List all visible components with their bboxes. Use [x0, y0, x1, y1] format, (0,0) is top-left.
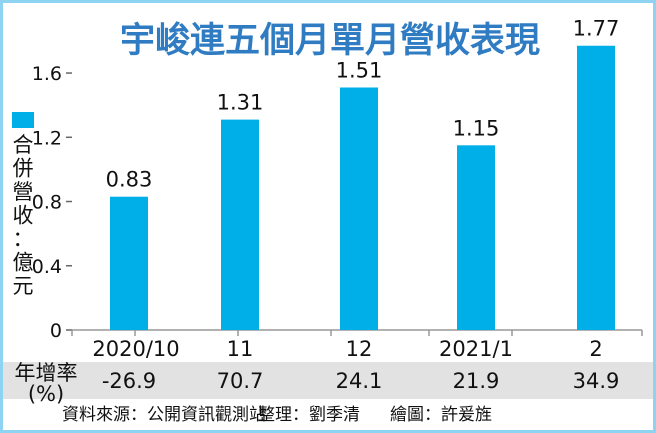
y-tick-label: 0: [50, 320, 62, 342]
y-axis-label-char: 元: [13, 274, 34, 298]
chart-title: 宇峻連五個月單月營收表現: [120, 21, 540, 61]
growth-band: [3, 362, 653, 399]
growth-value: 21.9: [453, 369, 500, 393]
bar: [457, 145, 495, 330]
x-category-label: 12: [346, 337, 373, 361]
growth-label-line2: (%): [28, 382, 64, 406]
bar-value-label: 1.77: [573, 17, 620, 41]
bar: [110, 196, 148, 330]
bar-value-label: 1.15: [453, 116, 500, 140]
growth-value: 24.1: [336, 369, 383, 393]
bar-value-label: 1.51: [336, 58, 383, 82]
bar: [340, 87, 378, 330]
x-category-label: 11: [227, 337, 254, 361]
x-category-label: 2: [589, 337, 602, 361]
growth-value: 70.7: [217, 369, 264, 393]
y-tick-label: 1.2: [32, 127, 62, 149]
y-axis-label-char: 收: [13, 204, 34, 228]
legend-swatch: [12, 112, 34, 128]
y-tick-label: 0.4: [32, 256, 62, 278]
x-category-label: 2020/10: [92, 337, 179, 361]
growth-value: 34.9: [573, 369, 620, 393]
footer-artist: 繪圖：許爰旌: [390, 405, 492, 425]
growth-value: -26.9: [102, 369, 156, 393]
footer-editor: 整理：劉季清: [258, 405, 360, 425]
bar-value-label: 1.31: [217, 91, 264, 115]
bar: [577, 45, 615, 330]
bar-value-label: 0.83: [106, 168, 153, 192]
y-tick-label: 1.6: [32, 63, 62, 85]
y-tick-label: 0.8: [32, 192, 62, 214]
growth-label-line1: 年增率: [15, 361, 78, 385]
bar: [221, 119, 259, 330]
footer-source: 資料來源：公開資訊觀測站: [62, 405, 266, 425]
y-axis-label-char: 營: [13, 180, 34, 204]
y-axis-label-char: ：: [13, 227, 34, 251]
x-category-label: 2021/1: [439, 337, 513, 361]
y-axis-label-char: 合: [13, 133, 34, 157]
y-axis-label-char: 億: [13, 251, 34, 275]
y-axis-label-char: 併: [13, 157, 34, 181]
